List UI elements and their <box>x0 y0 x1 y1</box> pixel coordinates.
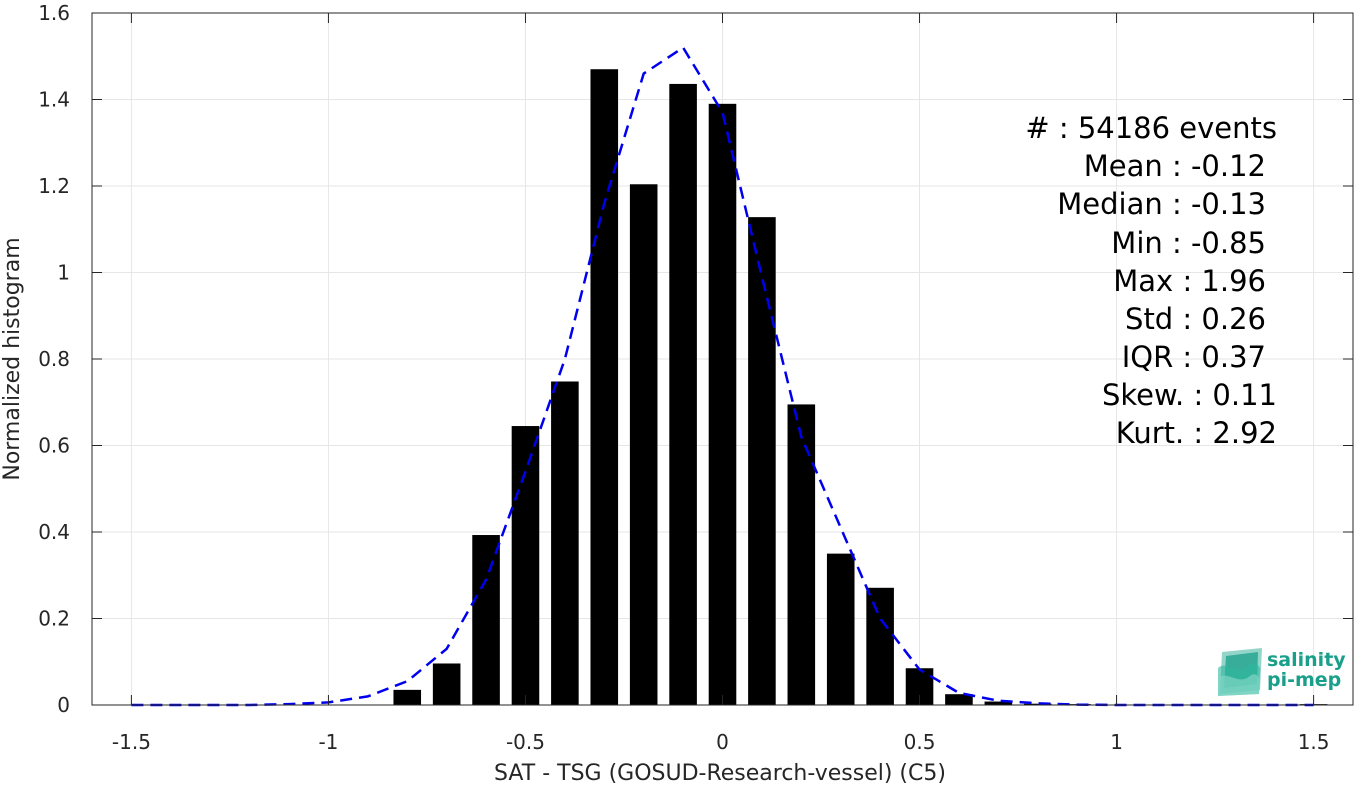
y-axis-label: Normalized histogram <box>0 237 25 480</box>
y-tick-labels: 0 0.2 0.4 0.6 0.8 1 1.2 1.4 1.6 <box>38 1 70 717</box>
histogram-bar <box>511 426 540 705</box>
y-tick-label: 0.2 <box>38 607 70 631</box>
y-tick-label: 0 <box>57 693 70 717</box>
histogram-bar <box>866 587 894 705</box>
histogram-bar <box>708 103 737 705</box>
y-tick-label: 1.4 <box>38 88 70 112</box>
stat-skew: Skew. : 0.11 <box>1102 378 1277 412</box>
histogram-bar <box>984 701 1013 705</box>
histogram-bars <box>393 69 1328 706</box>
histogram-bar <box>590 69 619 706</box>
histogram-bar <box>748 217 776 705</box>
histogram-bar <box>551 381 579 705</box>
axes-frame <box>91 12 1354 706</box>
stat-std: Std : 0.26 <box>1125 302 1266 336</box>
y-tick-label: 0.4 <box>38 520 70 544</box>
histogram-bar <box>432 663 461 705</box>
y-tick-label: 1.2 <box>38 174 70 198</box>
stat-iqr: IQR : 0.37 <box>1122 340 1266 374</box>
y-tick-label: 0.8 <box>38 347 70 371</box>
x-tick-label: 1 <box>1110 730 1123 754</box>
x-axis-label: SAT - TSG (GOSUD-Research-vessel) (C5) <box>494 761 946 785</box>
histogram-bar <box>945 694 973 705</box>
y-tick-label: 1.6 <box>38 1 70 25</box>
histogram-bar <box>1023 703 1052 705</box>
stat-median: Median : -0.13 <box>1057 187 1266 221</box>
y-tick-label: 1 <box>57 261 70 285</box>
histogram-bar <box>393 689 422 705</box>
histogram-bar <box>826 553 855 705</box>
logo-line-salinity: salinity <box>1267 649 1346 671</box>
stat-kurt: Kurt. : 2.92 <box>1116 416 1277 450</box>
x-tick-label: -0.5 <box>506 730 545 754</box>
x-tick-label: -1 <box>318 730 338 754</box>
histogram-bar <box>472 535 500 705</box>
wave-logo-icon <box>1218 648 1262 696</box>
logo-line-pi-mep: pi-mep <box>1267 669 1341 691</box>
statistics-box: # : 54186 events Mean : -0.12 Median : -… <box>1025 111 1277 450</box>
x-tick-label: 1.5 <box>1298 730 1330 754</box>
x-tick-labels: -1.5 -1 -0.5 0 0.5 1 1.5 <box>112 730 1330 754</box>
y-tick-label: 0.6 <box>38 434 70 458</box>
x-tick-label: 0.5 <box>904 730 936 754</box>
x-tick-label: -1.5 <box>112 730 151 754</box>
salinity-pi-mep-logo: salinity pi-mep <box>1218 648 1346 696</box>
stat-min: Min : -0.85 <box>1111 226 1266 260</box>
histogram-bar <box>669 83 697 706</box>
stat-events: # : 54186 events <box>1025 111 1277 145</box>
stat-mean: Mean : -0.12 <box>1084 149 1266 183</box>
histogram-bar <box>787 404 816 705</box>
stat-max: Max : 1.96 <box>1113 264 1266 298</box>
x-tick-label: 0 <box>716 730 729 754</box>
histogram-bar <box>629 184 658 705</box>
